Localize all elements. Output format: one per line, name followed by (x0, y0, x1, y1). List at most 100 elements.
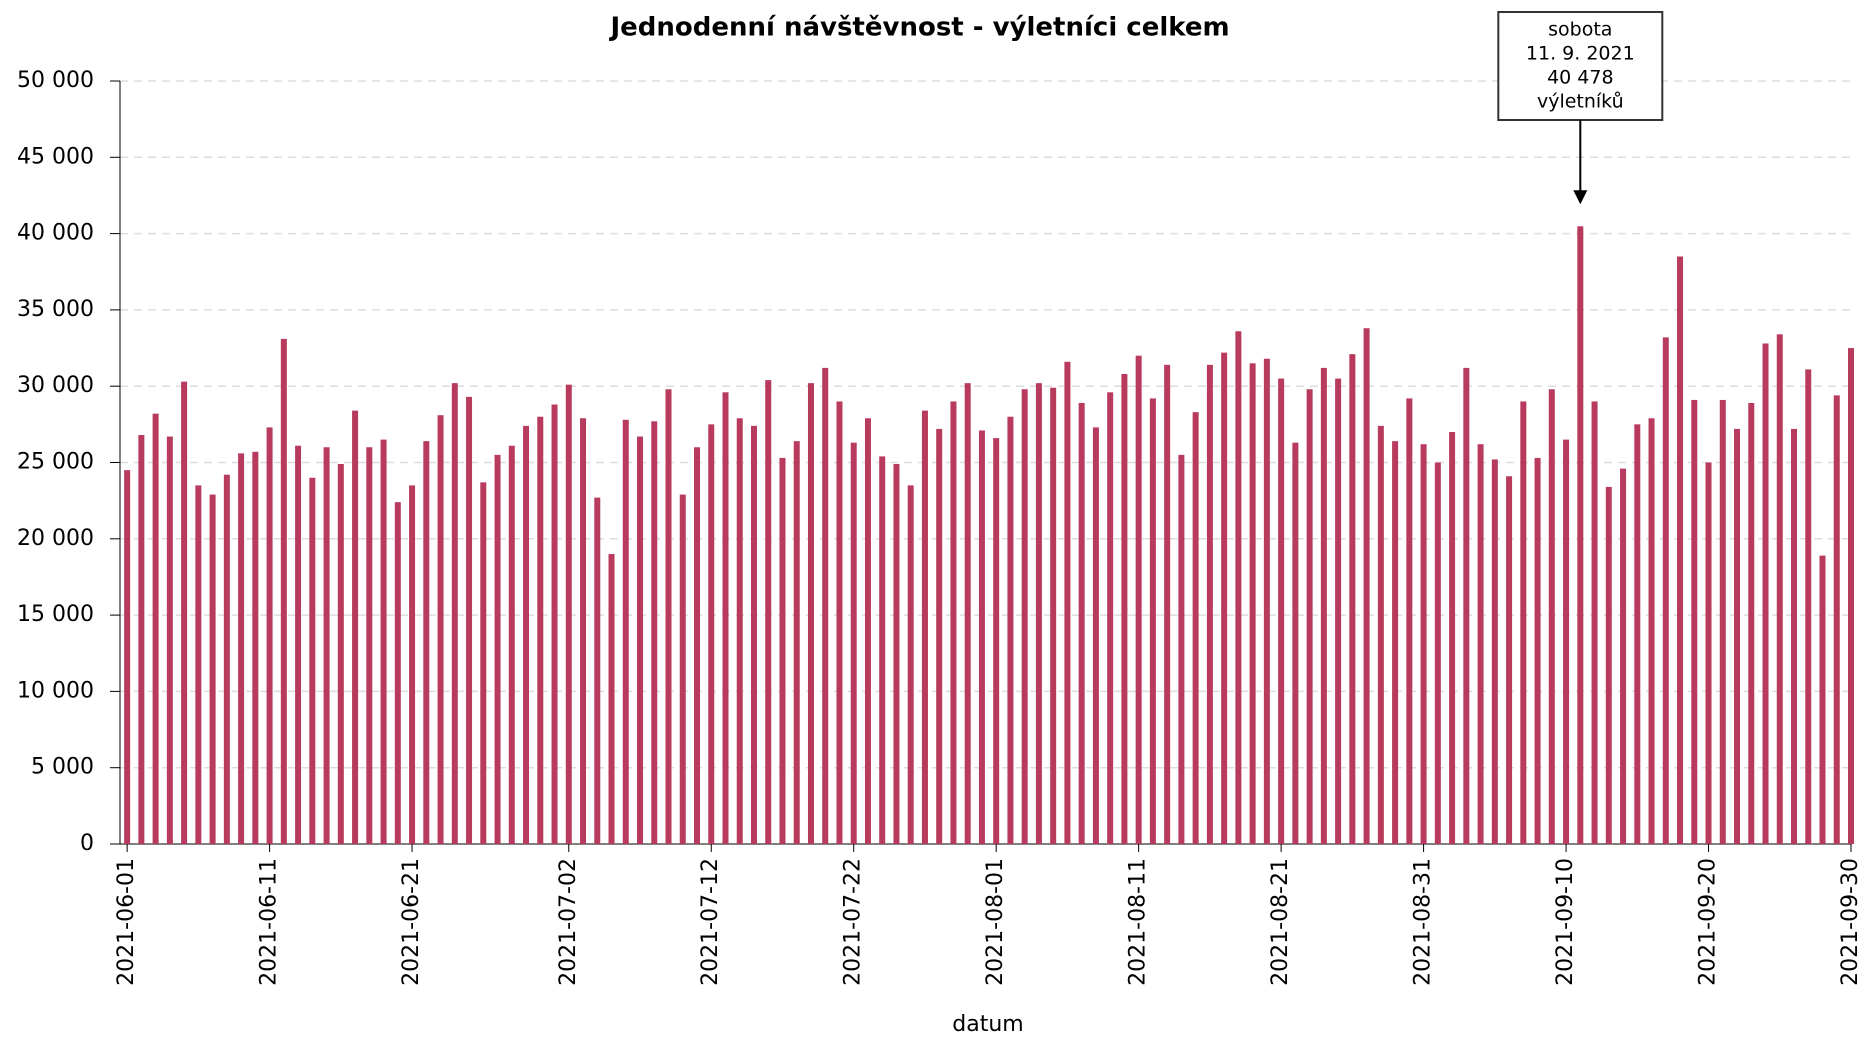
bar (195, 485, 202, 844)
x-tick-label: 2021-09-10 (1553, 858, 1578, 986)
bar (1620, 468, 1627, 844)
bar (1149, 398, 1156, 844)
bar (1805, 369, 1812, 844)
bar (1121, 373, 1128, 844)
bar (836, 401, 843, 844)
bar (864, 418, 871, 844)
bar (1064, 361, 1071, 844)
bar (879, 456, 886, 844)
bar (1406, 398, 1413, 844)
bar (651, 421, 658, 844)
bar (523, 425, 530, 844)
bar (1164, 364, 1171, 844)
x-tick-label: 2021-07-02 (556, 858, 581, 986)
bar (138, 435, 145, 844)
bar (637, 436, 644, 844)
x-tick-label: 2021-06-11 (257, 858, 282, 986)
bar (1520, 401, 1527, 844)
bar (1278, 378, 1285, 844)
bar (238, 453, 245, 844)
x-tick-label: 2021-08-11 (1126, 858, 1151, 986)
bar (437, 415, 444, 844)
bar (1563, 439, 1570, 844)
bar (978, 430, 985, 844)
bar (580, 418, 587, 844)
y-tick-label: 45 000 (17, 144, 94, 169)
bar (166, 436, 173, 844)
bar (1662, 337, 1669, 844)
bar (694, 447, 700, 844)
bar (409, 485, 416, 844)
bar (1420, 444, 1427, 844)
bar (807, 383, 814, 844)
bar (1035, 383, 1042, 844)
annotation-text: výletníků (1537, 91, 1624, 113)
bar (765, 380, 772, 844)
bar (352, 410, 359, 844)
bar (337, 464, 344, 844)
bar (850, 442, 857, 844)
x-axis-label: datum (952, 1012, 1023, 1037)
bar (1677, 256, 1684, 844)
bar (266, 427, 273, 844)
bar (1050, 387, 1057, 844)
bar (181, 381, 188, 844)
bar (1534, 457, 1541, 844)
bar (1833, 395, 1840, 844)
bar (1306, 389, 1313, 844)
y-tick-label: 0 (80, 831, 94, 856)
bar (1092, 427, 1099, 844)
bar (565, 384, 572, 844)
bar (380, 439, 387, 844)
bar (223, 474, 230, 844)
y-tick-label: 15 000 (17, 602, 94, 627)
bar (1591, 401, 1598, 844)
bar (1691, 399, 1698, 844)
bar (1363, 328, 1370, 844)
bar (309, 477, 316, 844)
x-tick-label: 2021-08-21 (1268, 858, 1293, 986)
bar (936, 428, 943, 844)
x-tick-label: 2021-08-01 (983, 858, 1008, 986)
bar (708, 424, 715, 844)
y-tick-label: 10 000 (17, 678, 94, 703)
bar (124, 470, 131, 844)
bar (822, 367, 829, 844)
bar (323, 447, 330, 844)
x-tick-label: 2021-09-30 (1838, 858, 1863, 986)
bar (1719, 399, 1726, 844)
bar (1577, 226, 1584, 844)
bar (608, 554, 615, 844)
x-tick-label: 2021-06-21 (399, 858, 424, 986)
bar (1349, 354, 1356, 844)
bar (551, 404, 558, 844)
bar (1078, 402, 1085, 844)
bar (1249, 363, 1256, 844)
bar (993, 438, 1000, 844)
bar (366, 447, 373, 844)
bar (1263, 358, 1270, 844)
bar (1548, 389, 1555, 844)
bar (1848, 348, 1854, 844)
bar (750, 425, 757, 844)
y-tick-label: 5 000 (31, 755, 94, 780)
bar (1605, 486, 1612, 844)
bar (1107, 392, 1114, 844)
y-tick-label: 25 000 (17, 450, 94, 475)
bar (1292, 442, 1299, 844)
bar (1235, 331, 1242, 844)
bar (537, 416, 544, 844)
bar (1819, 555, 1826, 844)
y-tick-label: 40 000 (17, 221, 94, 246)
x-tick-label: 2021-06-01 (114, 858, 139, 986)
bar (1748, 402, 1755, 844)
y-tick-label: 50 000 (17, 68, 94, 93)
bar (295, 445, 302, 844)
bar (1192, 412, 1199, 844)
bar (964, 383, 971, 844)
y-tick-label: 35 000 (17, 297, 94, 322)
annotation-arrowhead (1573, 190, 1588, 205)
bar (1221, 352, 1228, 844)
bar (480, 482, 487, 844)
bar (893, 464, 900, 844)
